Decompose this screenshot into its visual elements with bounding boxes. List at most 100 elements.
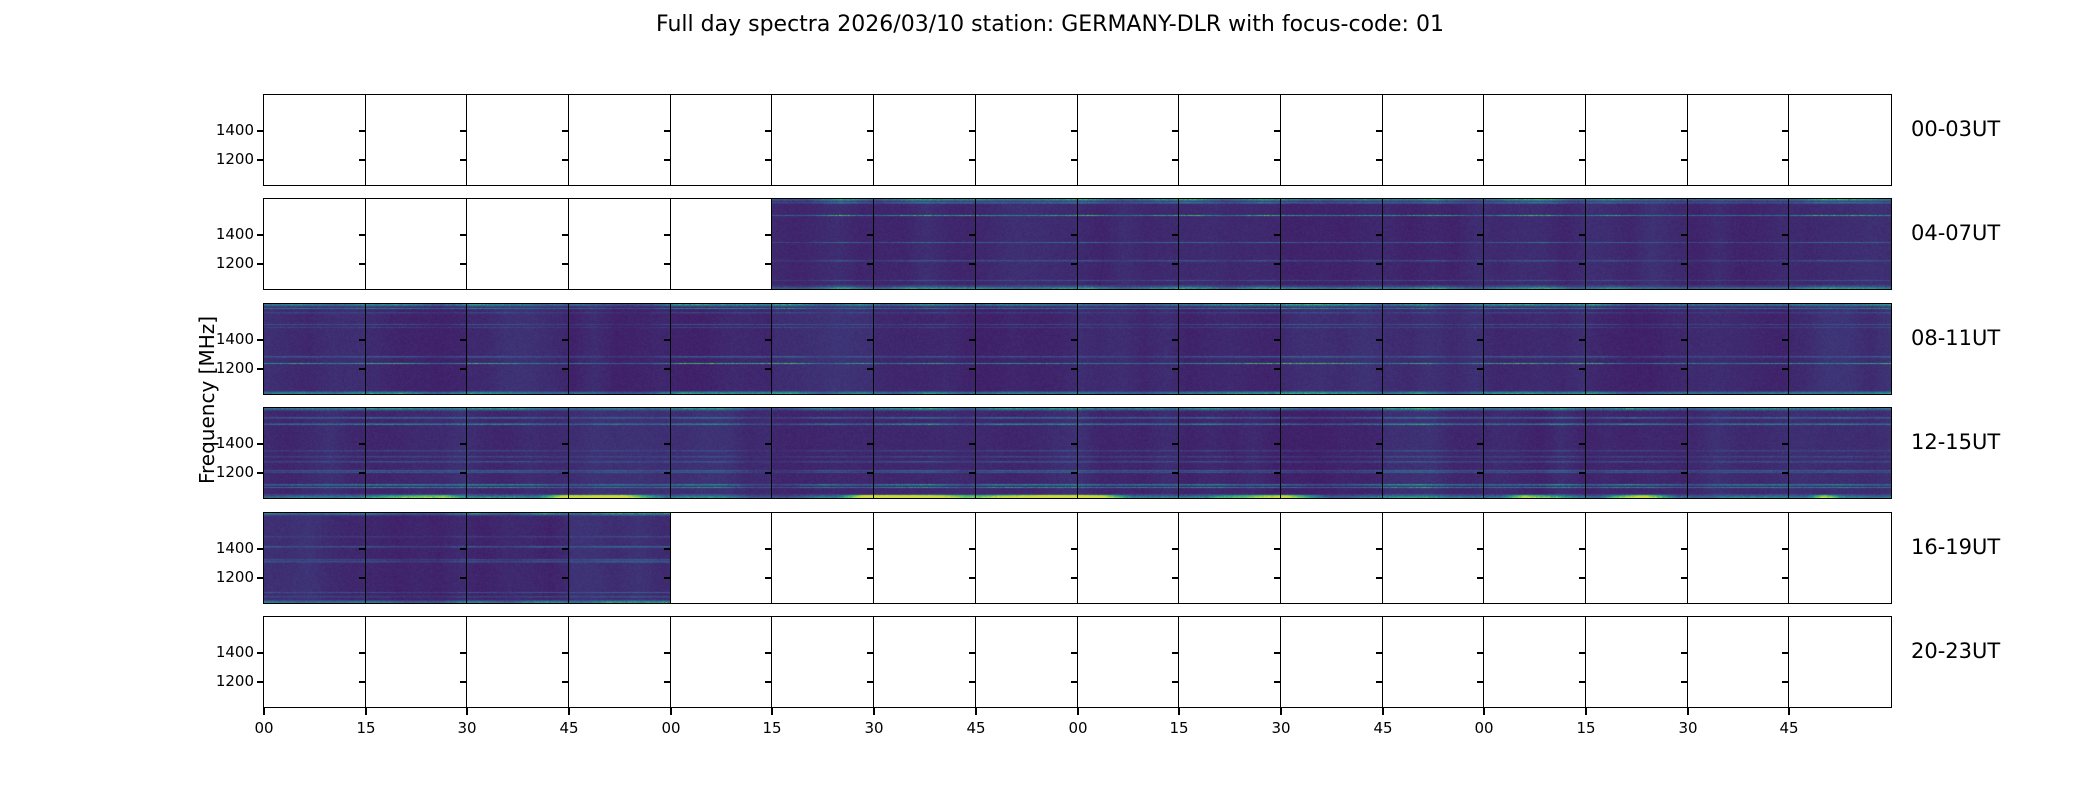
cell-divider bbox=[1382, 95, 1383, 185]
cell-divider bbox=[1687, 513, 1688, 603]
y-tick-mark bbox=[1477, 652, 1484, 654]
y-tick-label: 1200 bbox=[215, 672, 254, 690]
y-tick-mark bbox=[1376, 368, 1383, 370]
x-tick-mark bbox=[568, 708, 570, 715]
y-tick-mark bbox=[562, 548, 569, 550]
y-tick-mark bbox=[1172, 130, 1179, 132]
cell-divider bbox=[365, 199, 366, 289]
cell-divider bbox=[873, 513, 874, 603]
y-tick-mark bbox=[562, 652, 569, 654]
cell-divider bbox=[1178, 617, 1179, 707]
x-tick-label: 45 bbox=[559, 719, 579, 737]
y-tick-mark bbox=[1274, 472, 1281, 474]
y-tick-mark bbox=[1579, 263, 1586, 265]
cell-divider bbox=[1788, 408, 1789, 498]
cell-divider bbox=[670, 199, 671, 289]
y-tick-mark bbox=[1172, 652, 1179, 654]
y-tick-mark bbox=[867, 548, 874, 550]
cell-divider bbox=[670, 95, 671, 185]
y-tick-mark bbox=[562, 472, 569, 474]
y-tick-mark bbox=[1477, 368, 1484, 370]
y-tick-mark bbox=[765, 339, 772, 341]
y-tick-mark bbox=[562, 130, 569, 132]
y-tick-mark bbox=[1782, 472, 1789, 474]
y-tick-mark bbox=[1681, 263, 1688, 265]
row-label-12-15UT: 12-15UT bbox=[1911, 430, 2001, 454]
y-tick-mark bbox=[867, 339, 874, 341]
y-tick-mark bbox=[1579, 368, 1586, 370]
cell-divider bbox=[1585, 304, 1586, 394]
cell-divider bbox=[1483, 513, 1484, 603]
cell-divider bbox=[1788, 95, 1789, 185]
cell-divider bbox=[1585, 95, 1586, 185]
x-tick-mark bbox=[1788, 708, 1790, 715]
y-tick-mark bbox=[460, 652, 467, 654]
y-tick-mark bbox=[969, 443, 976, 445]
y-tick-mark bbox=[1782, 130, 1789, 132]
y-tick-mark bbox=[1579, 652, 1586, 654]
y-tick-mark bbox=[969, 548, 976, 550]
y-tick-mark bbox=[765, 548, 772, 550]
spectrogram-image-04-07UT bbox=[772, 199, 1891, 289]
cell-divider bbox=[771, 199, 772, 289]
y-tick-mark bbox=[1782, 339, 1789, 341]
spectra-panels: 1400 1200 00-03UT 1400 1200 04-07UT 1400 1200 08… bbox=[216, 94, 2000, 737]
cell-divider bbox=[1585, 513, 1586, 603]
y-tick-mark bbox=[1579, 339, 1586, 341]
y-tick-mark bbox=[1071, 577, 1078, 579]
y-tick-mark bbox=[1681, 339, 1688, 341]
y-tick-mark bbox=[1782, 368, 1789, 370]
y-tick-mark bbox=[359, 339, 366, 341]
y-tick-label: 1200 bbox=[215, 150, 254, 168]
y-tick-mark bbox=[460, 443, 467, 445]
cell-divider bbox=[873, 304, 874, 394]
row-label-04-07UT: 04-07UT bbox=[1911, 221, 2001, 245]
y-tick-mark bbox=[460, 577, 467, 579]
y-tick-mark bbox=[1579, 472, 1586, 474]
y-tick-mark bbox=[1477, 443, 1484, 445]
cell-divider bbox=[1382, 617, 1383, 707]
y-tick-mark bbox=[664, 472, 671, 474]
y-tick-mark bbox=[257, 577, 264, 579]
cell-divider bbox=[365, 513, 366, 603]
y-tick-mark bbox=[1071, 234, 1078, 236]
row-label-08-11UT: 08-11UT bbox=[1911, 326, 2001, 350]
cell-divider bbox=[466, 199, 467, 289]
y-tick-mark bbox=[1274, 577, 1281, 579]
y-tick-mark bbox=[765, 681, 772, 683]
cell-divider bbox=[873, 408, 874, 498]
cell-divider bbox=[568, 408, 569, 498]
cell-divider bbox=[1788, 513, 1789, 603]
y-tick-mark bbox=[1782, 681, 1789, 683]
cell-divider bbox=[466, 304, 467, 394]
cell-divider bbox=[568, 513, 569, 603]
y-tick-mark bbox=[664, 548, 671, 550]
cell-divider bbox=[466, 95, 467, 185]
cell-divider bbox=[365, 304, 366, 394]
y-tick-mark bbox=[664, 443, 671, 445]
y-tick-mark bbox=[1782, 548, 1789, 550]
y-tick-mark bbox=[1274, 130, 1281, 132]
cell-divider bbox=[466, 408, 467, 498]
y-tick-mark bbox=[1071, 263, 1078, 265]
cell-divider bbox=[1382, 513, 1383, 603]
x-tick-mark bbox=[466, 708, 468, 715]
y-tick-mark bbox=[1274, 681, 1281, 683]
spectra-panel-12-15UT: 1400 1200 12-15UT bbox=[216, 407, 2000, 499]
x-tick-label: 30 bbox=[1271, 719, 1291, 737]
y-tick-mark bbox=[1681, 368, 1688, 370]
cell-divider bbox=[873, 617, 874, 707]
y-tick-mark bbox=[1782, 652, 1789, 654]
cell-divider bbox=[568, 617, 569, 707]
y-tick-mark bbox=[1172, 339, 1179, 341]
y-tick-mark bbox=[765, 472, 772, 474]
y-tick-mark bbox=[562, 681, 569, 683]
y-tick-mark bbox=[1071, 681, 1078, 683]
x-tick-mark bbox=[1077, 708, 1079, 715]
cell-divider bbox=[670, 304, 671, 394]
x-tick-mark bbox=[1280, 708, 1282, 715]
y-tick-mark bbox=[1782, 443, 1789, 445]
y-tick-mark bbox=[359, 577, 366, 579]
y-tick-mark bbox=[562, 443, 569, 445]
y-tick-mark bbox=[460, 130, 467, 132]
